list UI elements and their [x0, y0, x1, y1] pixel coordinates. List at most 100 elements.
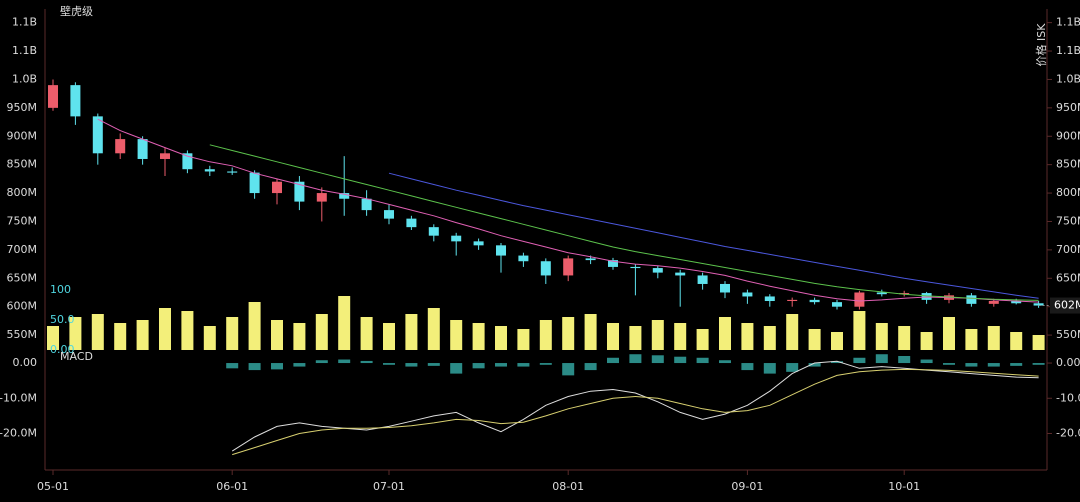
volume-bar — [91, 314, 104, 350]
candle-body — [384, 210, 394, 219]
macd-bar — [674, 356, 687, 364]
y-tick-label-right: -20.0M — [1056, 426, 1080, 439]
macd-bar — [562, 363, 575, 376]
x-tick-label: 08-01 — [552, 480, 584, 493]
candle-body — [720, 283, 730, 293]
candle-body — [630, 266, 641, 269]
y-tick-label-right: 1.0B — [1056, 72, 1080, 85]
volume-bar — [69, 317, 82, 350]
macd-bar — [517, 363, 530, 367]
candle-body — [272, 181, 282, 194]
macd-bar — [808, 363, 821, 367]
volume-bar — [226, 317, 239, 350]
y-tick-label: 50.0 — [50, 313, 75, 326]
volume-bar — [159, 308, 171, 350]
macd-bar — [293, 363, 306, 367]
volume-bar — [539, 320, 552, 350]
macd-bar — [539, 363, 552, 365]
volume-bar — [584, 314, 597, 350]
macd-bar — [831, 361, 843, 364]
candle-body — [697, 275, 708, 284]
macd-bar — [943, 363, 955, 365]
y-tick-label: 900M — [7, 129, 38, 142]
macd-bar — [427, 363, 440, 366]
candle-body — [249, 172, 260, 194]
candle-body — [115, 139, 126, 154]
x-tick-label: 07-01 — [373, 480, 405, 493]
volume-bar — [181, 311, 194, 350]
candle-body — [406, 218, 417, 228]
candle-body — [742, 292, 753, 297]
volume-bar — [360, 317, 373, 350]
macd-bar — [853, 357, 866, 364]
y-tick-label-right: 950M — [1056, 101, 1080, 114]
macd-bar — [338, 359, 351, 364]
y-tick-label: 850M — [7, 158, 38, 171]
candle-body — [92, 116, 103, 154]
y-tick-label: 100 — [50, 283, 71, 296]
volume-bar — [472, 323, 485, 350]
y-tick-label-right: -10.0M — [1056, 391, 1080, 404]
candle-body — [540, 261, 551, 276]
y-tick-label: 550M — [7, 328, 38, 341]
macd-bar — [584, 363, 597, 371]
candle-body — [675, 272, 686, 276]
candle-body — [899, 293, 910, 295]
candle-body — [832, 302, 842, 307]
volume-bar — [271, 320, 283, 350]
macd-bar — [607, 357, 619, 364]
y-tick-label: 1.1B — [12, 16, 37, 29]
y-tick-label: 950M — [7, 101, 38, 114]
candle-body — [294, 181, 305, 202]
volume-bar — [943, 317, 955, 350]
macd-bar — [450, 363, 463, 374]
macd-line — [232, 368, 1039, 456]
volume-bar — [719, 317, 731, 350]
volume-bar — [450, 320, 463, 350]
y-tick-label: 650M — [7, 271, 38, 284]
volume-bar — [1032, 335, 1045, 350]
moving-average-line — [97, 118, 1039, 303]
candle-body — [48, 85, 58, 108]
volume-bar — [114, 323, 127, 350]
volume-bar — [651, 320, 664, 350]
volume-bar — [495, 326, 507, 350]
y-tick-label: 700M — [7, 243, 38, 256]
macd-bar — [226, 363, 239, 369]
candle-body — [652, 268, 663, 273]
candle-body — [921, 293, 932, 300]
volume-bar — [741, 323, 754, 350]
volume-bar — [293, 323, 306, 350]
volume-bar — [831, 332, 843, 350]
y-tick-label-right: 650M — [1056, 271, 1080, 284]
y-tick-label: 800M — [7, 186, 38, 199]
last-price-box — [1050, 297, 1080, 314]
candle-body — [160, 153, 170, 159]
volume-bar — [315, 314, 328, 350]
y-tick-label-right: 750M — [1056, 214, 1080, 227]
candle-body — [1033, 303, 1044, 306]
y-tick-label-right: 900M — [1056, 129, 1080, 142]
volume-bar — [875, 323, 888, 350]
y-tick-label: 0.00 — [13, 356, 38, 369]
y-tick-label-right: 1.1B — [1056, 16, 1080, 29]
volume-bar — [920, 332, 933, 350]
y-tick-label: 750M — [7, 214, 38, 227]
candle-body — [518, 255, 529, 262]
candle-body — [428, 227, 439, 236]
macd-bar — [1010, 363, 1023, 366]
volume-bar — [607, 323, 619, 350]
volume-bar — [674, 323, 687, 350]
macd-bar — [383, 363, 395, 365]
y-tick-label-right: 800M — [1056, 186, 1080, 199]
y-tick-label: 1.1B — [12, 44, 37, 57]
y-tick-label: 600M — [7, 300, 38, 313]
macd-bar — [763, 363, 776, 374]
chart-title: 壁虎级 — [60, 4, 93, 18]
y-tick-label: 0.00 — [50, 343, 75, 356]
candle-body — [70, 85, 81, 117]
macd-bar — [719, 360, 731, 364]
macd-line — [231, 360, 1039, 452]
